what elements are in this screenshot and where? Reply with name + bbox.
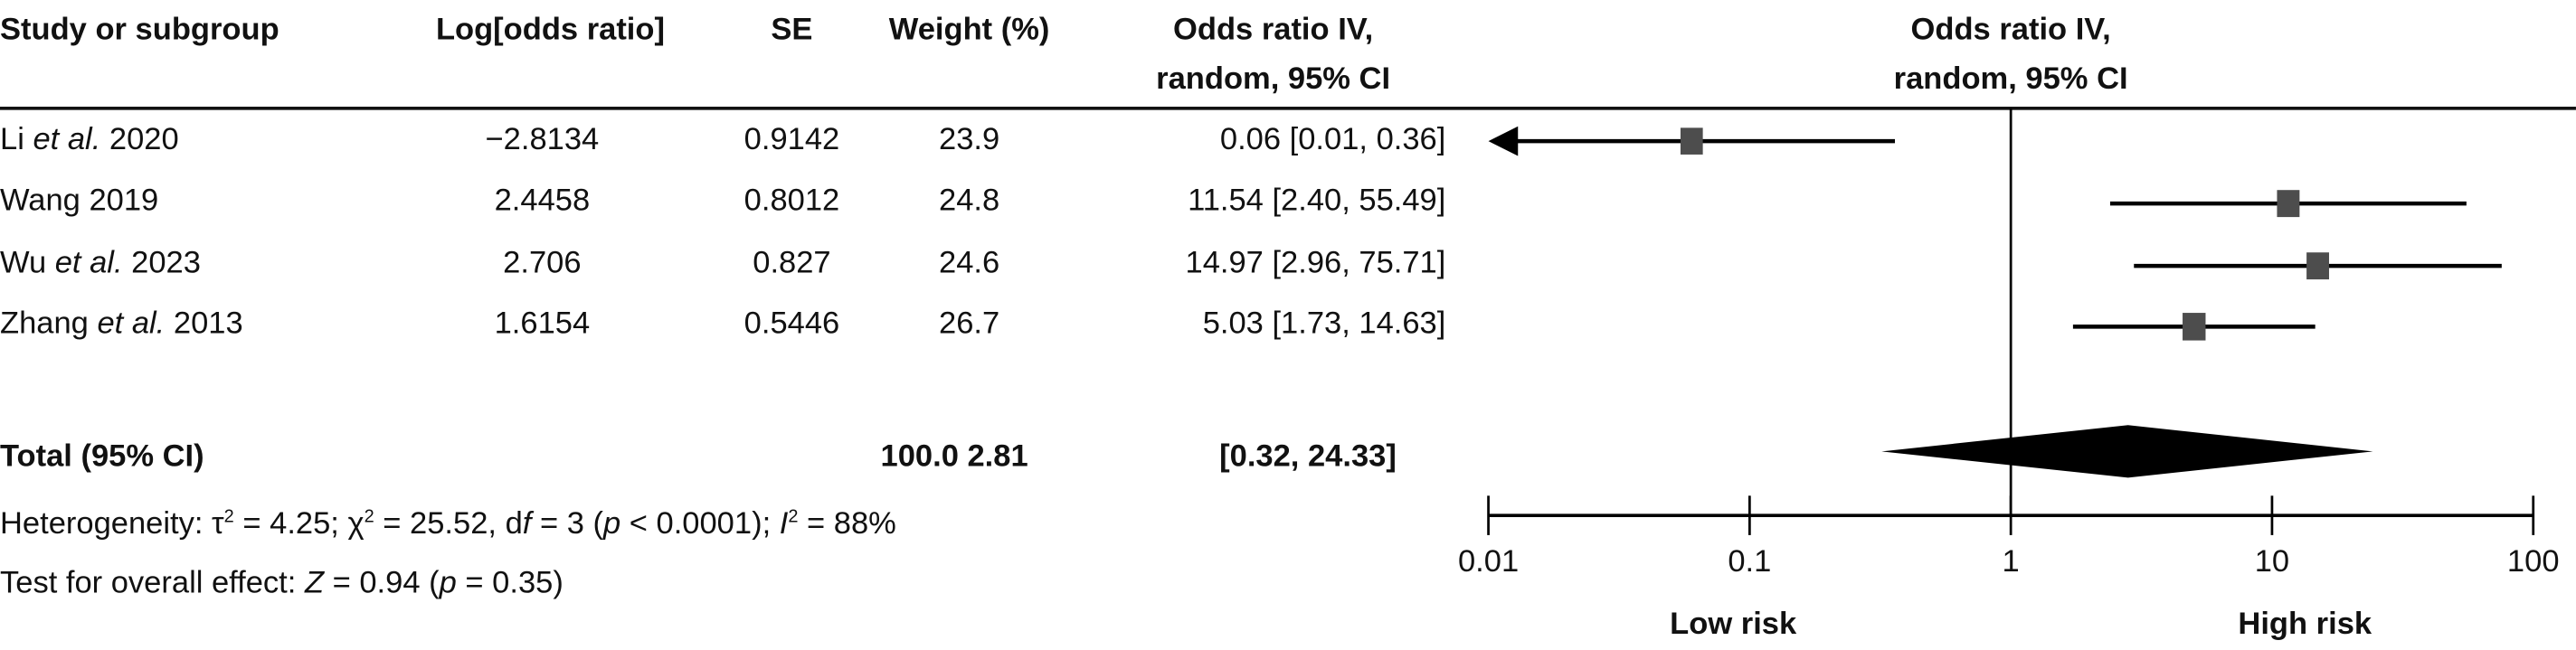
study-point-square (2306, 252, 2329, 280)
or-ci-value: 5.03 [1.73, 14.63] (1202, 306, 1446, 342)
study-name-year: 2013 (165, 306, 243, 342)
study-name-etal: et al. (33, 123, 101, 158)
header-rule (0, 107, 2576, 110)
log-or-value: 1.6154 (494, 306, 591, 342)
header-log-or: Log[odds ratio] (435, 13, 665, 48)
heterogeneity-segment: < 0.0001); (620, 507, 780, 542)
study-point-square (2277, 190, 2300, 218)
heterogeneity-segment: 2 (788, 507, 799, 527)
heterogeneity-segment: Heterogeneity: τ (0, 507, 224, 542)
study-name: Li et al. 2020 (0, 123, 179, 159)
overall_effect-segment: p (439, 566, 457, 601)
study-point-square (2183, 313, 2206, 341)
log-or-value: 2.4458 (494, 184, 591, 219)
or-ci-value: 11.54 [2.40, 55.49] (1188, 184, 1446, 219)
se-value: 0.827 (753, 246, 831, 281)
weight-value: 24.6 (939, 246, 1000, 281)
study-name-year: 2020 (100, 123, 179, 158)
overall_effect-segment: Test for overall effect: (0, 566, 305, 601)
x-tick-label: 100 (2506, 544, 2560, 579)
overall_effect-segment: = 0.35) (456, 566, 564, 601)
header-or-line2: random, 95% CI (1156, 61, 1391, 98)
weight-value: 24.8 (939, 184, 1000, 219)
overall_effect-segment: = 0.94 ( (324, 566, 440, 601)
log-or-value: −2.8134 (485, 123, 600, 158)
x-tick-label: 10 (2254, 544, 2290, 579)
total-ci: [0.32, 24.33] (1219, 439, 1397, 475)
heterogeneity-segment: 2 (364, 507, 374, 527)
study-name-year: 2023 (122, 246, 201, 281)
study-name: Zhang et al. 2013 (0, 307, 243, 344)
ci-truncation-arrow (1488, 126, 1519, 156)
weight-value: 26.7 (939, 306, 1000, 342)
log-or-value: 2.706 (503, 246, 582, 281)
heterogeneity-segment: 2 (223, 507, 234, 527)
heterogeneity-segment: f (522, 507, 532, 542)
heterogeneity-segment: = 25.52, d (374, 507, 523, 542)
study-name-text: Li (0, 123, 33, 158)
plot-header-line1: Odds ratio IV, (1910, 13, 2111, 48)
plot-header-line2: random, 95% CI (1893, 61, 2128, 98)
study-name: Wu et al. 2023 (0, 246, 201, 282)
or-ci-value: 0.06 [0.01, 0.36] (1219, 123, 1446, 158)
x-tick-label: 1 (2002, 544, 2020, 579)
study-name-text: Wu (0, 246, 55, 281)
header-weight: Weight (%) (888, 13, 1050, 48)
heterogeneity-segment: I (779, 507, 789, 542)
heterogeneity-segment: = 4.25; χ (233, 507, 365, 542)
x-tick-label: 0.1 (1728, 544, 1772, 579)
se-value: 0.8012 (743, 184, 840, 219)
pooled-diamond (1881, 425, 2373, 478)
study-name-etal: et al. (97, 306, 166, 342)
heterogeneity-segment: p (602, 507, 621, 542)
x-tick-label: 0.01 (1457, 544, 1520, 579)
study-point-square (1680, 127, 1703, 155)
overall_effect-segment: Z (304, 566, 325, 601)
study-name: Wang 2019 (0, 184, 158, 220)
total-weight-or: 100.0 2.81 (880, 439, 1028, 475)
weight-value: 23.9 (939, 123, 1000, 158)
header-se: SE (771, 13, 813, 48)
header-study: Study or subgroup (0, 13, 279, 48)
heterogeneity-text: Heterogeneity: τ2 = 4.25; χ2 = 25.52, df… (0, 507, 896, 543)
high-risk-label: High risk (2238, 607, 2372, 642)
se-value: 0.9142 (743, 123, 840, 158)
overall-effect-text: Test for overall effect: Z = 0.94 (p = 0… (0, 566, 564, 602)
study-name-etal: et al. (54, 246, 123, 281)
or-ci-value: 14.97 [2.96, 75.71] (1185, 246, 1446, 281)
se-value: 0.5446 (743, 306, 840, 342)
total-label: Total (95% CI) (0, 439, 204, 475)
heterogeneity-segment: = 3 ( (531, 507, 603, 542)
study-name-text: Wang 2019 (0, 184, 159, 219)
heterogeneity-segment: = 88% (798, 507, 896, 542)
study-name-text: Zhang (0, 306, 98, 342)
header-or-line1: Odds ratio IV, (1173, 13, 1374, 48)
low-risk-label: Low risk (1670, 607, 1797, 642)
